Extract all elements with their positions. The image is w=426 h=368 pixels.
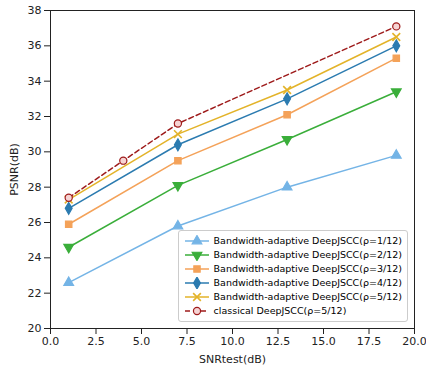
svg-text:34: 34 bbox=[28, 75, 42, 88]
svg-text:2.5: 2.5 bbox=[87, 335, 105, 348]
svg-text:5.0: 5.0 bbox=[133, 335, 151, 348]
svg-text:36: 36 bbox=[28, 39, 42, 52]
svg-text:38: 38 bbox=[28, 4, 42, 17]
svg-text:10.0: 10.0 bbox=[220, 335, 245, 348]
svg-text:32: 32 bbox=[28, 110, 42, 123]
svg-text:0.0: 0.0 bbox=[42, 335, 60, 348]
svg-text:SNRtest(dB): SNRtest(dB) bbox=[199, 353, 266, 366]
html-text:Bandwidth-adaptive DeepJSCC(ρ=: Bandwidth-adaptive DeepJSCC(ρ=2/12) bbox=[213, 249, 402, 260]
svg-text:20: 20 bbox=[28, 322, 42, 335]
html-text:Bandwidth-adaptive DeepJSCC(ρ=: Bandwidth-adaptive DeepJSCC(ρ=3/12) bbox=[213, 263, 402, 274]
html-text:Bandwidth-adaptive DeepJSCC(ρ=: Bandwidth-adaptive DeepJSCC(ρ=4/12) bbox=[213, 277, 402, 288]
svg-text:22: 22 bbox=[28, 287, 42, 300]
svg-text:17.5: 17.5 bbox=[357, 335, 382, 348]
svg-text:PSNR(dB): PSNR(dB) bbox=[8, 143, 21, 196]
html-text:classical DeepJSCC(ρ=5/12): classical DeepJSCC(ρ=5/12) bbox=[213, 305, 347, 316]
html-text:Bandwidth-adaptive DeepJSCC(ρ=: Bandwidth-adaptive DeepJSCC(ρ=1/12) bbox=[213, 235, 402, 246]
svg-text:7.5: 7.5 bbox=[178, 335, 196, 348]
html-text:Bandwidth-adaptive DeepJSCC(ρ=: Bandwidth-adaptive DeepJSCC(ρ=5/12) bbox=[213, 291, 402, 302]
svg-text:15.0: 15.0 bbox=[311, 335, 336, 348]
svg-text:24: 24 bbox=[28, 251, 42, 264]
svg-text:26: 26 bbox=[28, 216, 42, 229]
svg-text:12.5: 12.5 bbox=[266, 335, 291, 348]
svg-text:28: 28 bbox=[28, 181, 42, 194]
svg-text:20.0: 20.0 bbox=[402, 335, 426, 348]
svg-text:30: 30 bbox=[28, 145, 42, 158]
